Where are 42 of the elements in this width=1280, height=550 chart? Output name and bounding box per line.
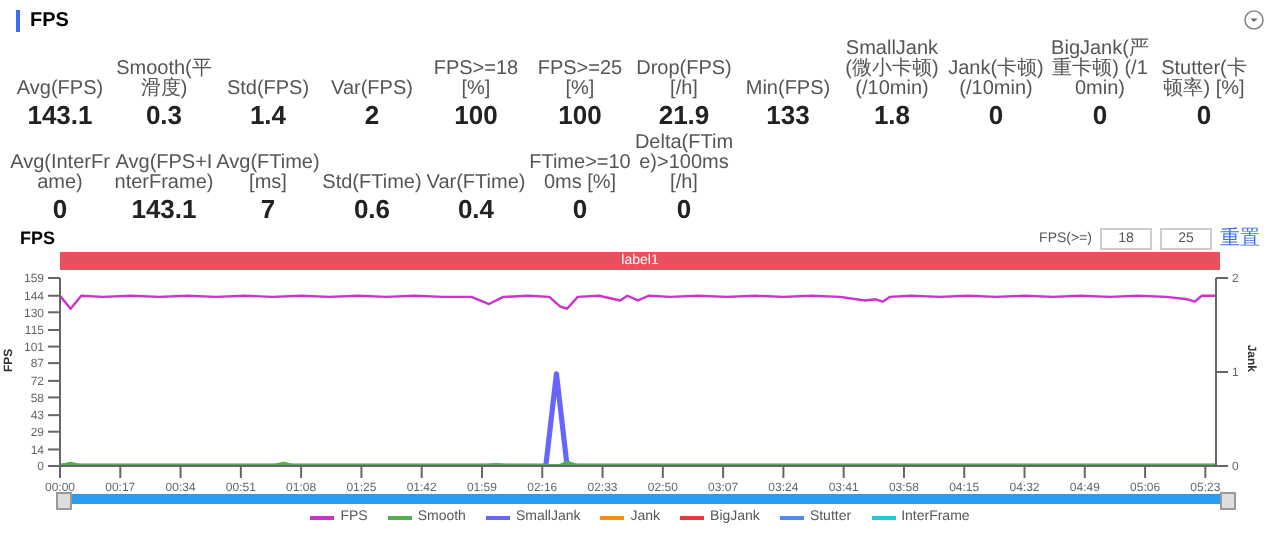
chart-title: FPS xyxy=(20,228,56,248)
data-label: 0.3 xyxy=(145,100,183,130)
category-label: FPS>=25 [%] xyxy=(535,58,625,100)
data-label: 100 xyxy=(454,100,498,130)
category-label: Stutter(卡顿率) [%] xyxy=(1159,58,1249,100)
category-label: Avg(FPS+InterFrame) xyxy=(112,152,216,194)
category-label: Jank(卡顿) (/10min) xyxy=(946,58,1046,100)
data-label: 2 xyxy=(364,100,380,130)
category-label: Smooth(平滑度) xyxy=(114,58,214,100)
data-label: 0 xyxy=(52,194,68,224)
data-label: 7 xyxy=(260,194,276,224)
category-label: Min(FPS) xyxy=(745,78,831,100)
category-label: Avg(FPS) xyxy=(16,78,104,100)
category-label: FPS>=18 [%] xyxy=(431,58,521,100)
data-label: 1.8 xyxy=(873,100,911,130)
category-label: FTime>=100ms [%] xyxy=(528,152,632,194)
data-label: 0 xyxy=(1092,100,1108,130)
data-label: 143.1 xyxy=(131,194,197,224)
data-label: 133 xyxy=(766,100,810,130)
data-label: 0 xyxy=(572,194,588,224)
data-label: 0.6 xyxy=(353,194,391,224)
data-label: 0 xyxy=(988,100,1004,130)
data-label: 100 xyxy=(558,100,602,130)
category-label: Avg(FTime) [ms] xyxy=(216,152,320,194)
category-label: Std(FPS) xyxy=(226,78,310,100)
data-label: 0 xyxy=(1196,100,1212,130)
line-series xyxy=(60,294,1216,310)
category-label: Drop(FPS) [/h] xyxy=(634,58,734,100)
category-label: BigJank(严重卡顿) (/10min) xyxy=(1049,38,1151,100)
data-label: 0.4 xyxy=(457,194,495,224)
data-label: 0 xyxy=(676,194,692,224)
category-label: SmallJank(微小卡顿) (/10min) xyxy=(843,38,941,100)
category-label: Var(FTime) xyxy=(426,172,526,194)
category-label: Std(FTime) xyxy=(322,172,422,194)
data-label: 21.9 xyxy=(658,100,710,130)
data-label: 1.4 xyxy=(249,100,287,130)
text: FPS xyxy=(16,9,69,31)
data-label: 143.1 xyxy=(27,100,93,130)
category-label: Delta(FTime)>100ms [/h] xyxy=(632,132,736,194)
category-label: Var(FPS) xyxy=(331,78,413,100)
category-label: Avg(InterFrame) xyxy=(8,152,112,194)
text: 重置 xyxy=(1220,225,1260,252)
